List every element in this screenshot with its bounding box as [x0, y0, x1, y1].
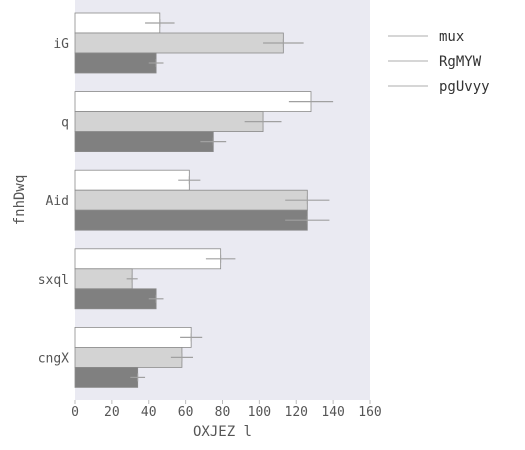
y-tick-label-cngX: cngX	[38, 351, 69, 366]
x-tick-label-0: 0	[71, 405, 79, 420]
y-axis-label: fnhDwq	[12, 175, 28, 226]
y-tick-label-q: q	[61, 116, 69, 131]
bar-pgUvyy-cngX	[74, 366, 139, 388]
x-tick-label-140: 140	[321, 405, 344, 420]
y-tick-label-iG: iG	[53, 37, 69, 52]
error-bars	[126, 19, 334, 382]
y-axis: iG q Aid sxql cngX	[38, 37, 69, 366]
bar-pgUvyy-Aid	[74, 209, 308, 231]
bar-RgMYW-Aid	[74, 189, 308, 211]
legend-label-pgUvyy: pgUvyy	[439, 79, 490, 95]
bar-mux-cngX	[74, 326, 192, 348]
x-tick-label-80: 80	[215, 405, 231, 420]
legend-label-RgMYW: RgMYW	[439, 54, 482, 70]
bar-RgMYW-iG	[74, 32, 284, 54]
y-tick-label-sxql: sxql	[38, 273, 69, 288]
bar-mux-sxql	[74, 248, 222, 270]
legend-label-mux: mux	[439, 29, 464, 45]
x-tick-label-40: 40	[141, 405, 157, 420]
x-tick-label-100: 100	[248, 405, 271, 420]
x-tick-label-60: 60	[178, 405, 194, 420]
bar-RgMYW-sxql	[74, 268, 133, 290]
bar-pgUvyy-q	[74, 131, 214, 153]
bar-mux-Aid	[74, 169, 190, 191]
x-tick-label-120: 120	[285, 405, 308, 420]
bar-RgMYW-q	[74, 111, 264, 132]
legend: mux RgMYW pgUvyy	[388, 29, 490, 95]
bar-RgMYW-cngX	[74, 346, 183, 368]
x-tick-label-20: 20	[104, 405, 120, 420]
bar-mux-q	[74, 91, 312, 112]
x-axis-label: OXJEZ l	[193, 424, 252, 440]
bar-pgUvyy-iG	[74, 52, 157, 74]
x-tick-label-160: 160	[358, 405, 381, 420]
bars	[74, 12, 312, 388]
y-tick-label-Aid: Aid	[46, 194, 69, 209]
bar-pgUvyy-sxql	[74, 288, 157, 310]
x-axis: 0 20 40 60 80 100 120 140 160	[71, 400, 382, 420]
